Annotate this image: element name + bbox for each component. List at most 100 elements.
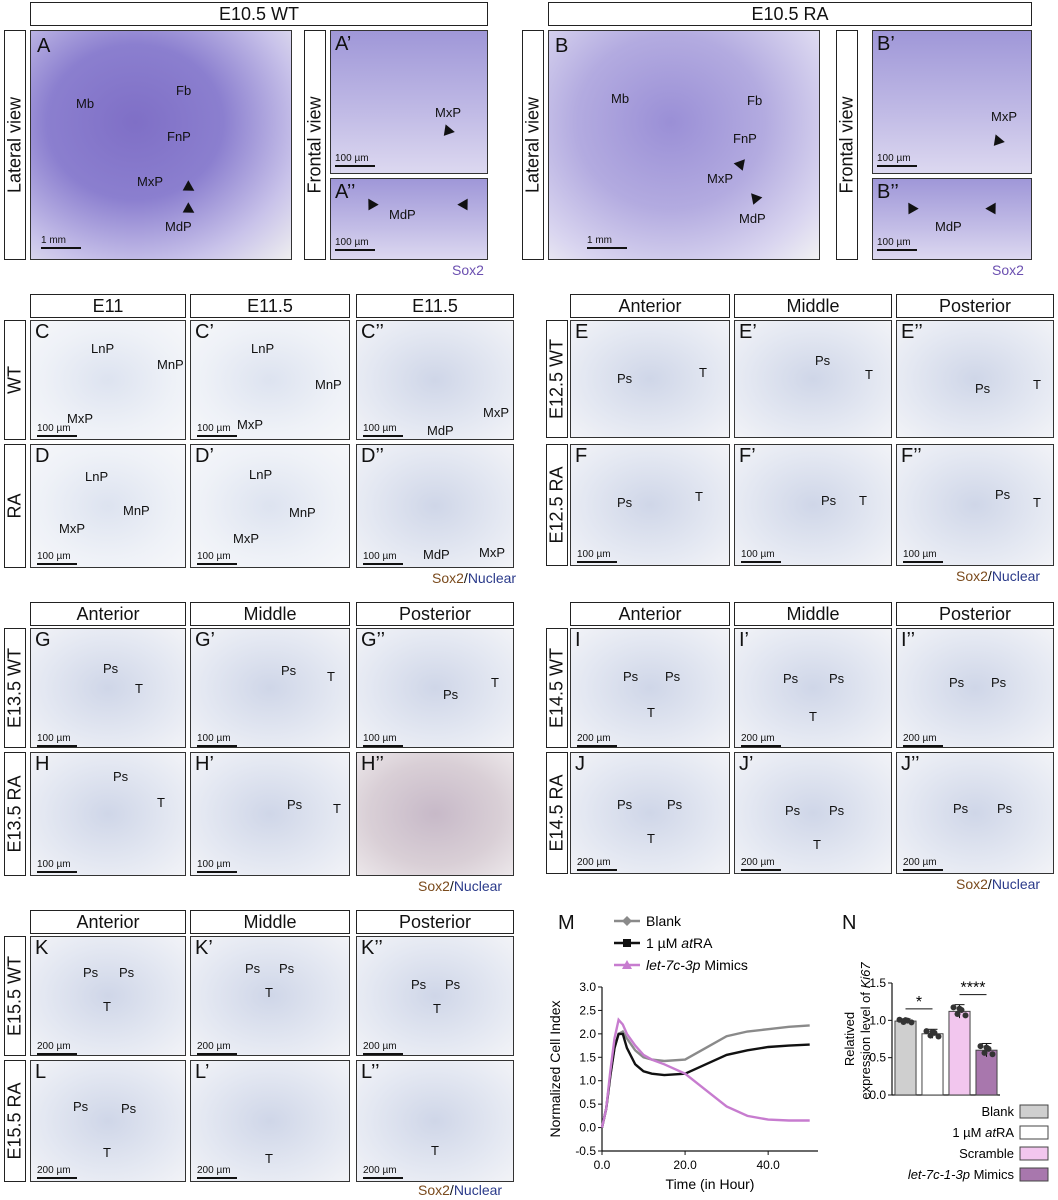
label-ps: Ps [73, 1099, 89, 1114]
data-point-2 [950, 1004, 957, 1011]
row-label-e135-ra: E13.5 RA [4, 752, 26, 876]
label-ps: Ps [821, 493, 837, 508]
panel-letter: C’ [195, 321, 214, 343]
panel-A1: A’ MxP 100 µm [330, 30, 488, 174]
scale-bar: 200 µm [903, 857, 943, 871]
panel-J2: J’’ Ps Ps 200 µm [896, 752, 1054, 874]
arrowhead [985, 202, 1001, 218]
scale-bar: 100 µm [363, 423, 403, 437]
label-ps: Ps [445, 977, 461, 992]
panel-letter: L [35, 1061, 47, 1083]
label-mxp: MxP [483, 405, 509, 420]
stain-label-g: Sox2/Nuclear [418, 878, 503, 894]
panel-K2: K’’ Ps Ps T 200 µm [356, 936, 514, 1056]
panel-letter: F [575, 445, 588, 467]
panel-letter: H’ [195, 753, 214, 775]
legend-swatch-0 [1019, 1104, 1049, 1119]
x-axis-label: Time (in Hour) [666, 1176, 755, 1192]
label-t: T [265, 1151, 273, 1166]
panel-L2: L’’ T 200 µm [356, 1060, 514, 1182]
y-tick-label: 2.0 [579, 1027, 596, 1041]
label-ps: Ps [949, 675, 965, 690]
stain-label-b: Sox2 [992, 262, 1024, 278]
data-point-1 [929, 1028, 936, 1035]
panel-C2: C’’ MxP MdP 100 µm [356, 320, 514, 440]
label-lnp: LnP [91, 341, 115, 356]
panel-letter: A [37, 35, 51, 57]
scale-bar: 100 µm [197, 551, 237, 565]
label-mb: Mb [76, 96, 95, 111]
label-ps: Ps [815, 353, 831, 368]
col-header-middle: Middle [734, 294, 892, 318]
sig-label-1: **** [961, 980, 986, 997]
label-mb: Mb [611, 91, 630, 106]
label-lnp: LnP [251, 341, 275, 356]
label-frontal-view-ra: Frontal view [836, 30, 858, 260]
stain-label-a: Sox2 [452, 262, 484, 278]
label-ps: Ps [119, 965, 135, 980]
chart-m-cell-index: -0.50.00.51.01.52.02.53.00.0 20.0 40.0Time… [547, 913, 818, 1192]
panel-letter: A’’ [335, 181, 356, 203]
sig-label-0: * [916, 994, 922, 1011]
col-header-posterior: Posterior [356, 910, 514, 934]
label-lnp: LnP [85, 469, 109, 484]
panel-I: I Ps Ps T 200 µm [570, 628, 730, 748]
y-axis-label-line1: Relatived [842, 1012, 857, 1066]
label-t: T [135, 681, 143, 696]
label-ps: Ps [617, 371, 633, 386]
legend-label-0: Blank [646, 913, 682, 929]
label-t: T [491, 675, 499, 690]
data-point-1 [935, 1033, 942, 1040]
label-fnp: FnP [167, 129, 191, 144]
panel-B: B Mb Fb FnP MxP MdP 1 mm [548, 30, 820, 260]
y-tick-label: 1.0 [869, 1013, 886, 1027]
arrowhead [733, 159, 749, 173]
scale-bar: 100 µm [363, 551, 403, 565]
data-point-3 [989, 1051, 996, 1058]
label-mxp: MxP [991, 109, 1017, 124]
scale-bar: 200 µm [577, 857, 617, 871]
label-ps: Ps [623, 669, 639, 684]
row-label-e125-ra: E12.5 RA [546, 444, 568, 566]
row-label-e135-wt: E13.5 WT [4, 628, 26, 748]
panel-letter: F’ [739, 445, 756, 467]
data-point-0 [908, 1019, 915, 1026]
panel-letter: D’ [195, 445, 214, 467]
col-header-middle: Middle [190, 910, 350, 934]
legend-marker-2 [622, 960, 632, 969]
label-ps: Ps [113, 769, 129, 784]
col-header-anterior: Anterior [30, 910, 186, 934]
label-t: T [647, 705, 655, 720]
scale-bar: 100 µm [197, 423, 237, 437]
panel-A: A Mb Fb FnP MxP MdP 1 mm [30, 30, 292, 260]
data-point-3 [983, 1044, 990, 1051]
panel-C: C LnP MnP MxP 100 µm [30, 320, 186, 440]
arrowhead [439, 124, 455, 140]
label-ps: Ps [617, 797, 633, 812]
col-header-middle: Middle [190, 602, 350, 626]
data-point-2 [954, 1011, 961, 1018]
x-tick-label: 0.0 [594, 1158, 611, 1172]
label-mxp: MxP [707, 171, 733, 186]
label-mdp: MdP [389, 207, 416, 222]
label-ps: Ps [783, 671, 799, 686]
col-header-posterior: Posterior [896, 602, 1054, 626]
scale-bar: 100 µm [197, 859, 237, 873]
panel-letter: F’’ [901, 445, 922, 467]
y-tick-label: 0.0 [869, 1088, 886, 1102]
panel-letter: B’ [877, 33, 895, 55]
label-ps: Ps [443, 687, 459, 702]
arrowhead [747, 193, 763, 207]
panel-letter: H’’ [361, 753, 384, 775]
scale-bar: 100 µm [335, 237, 375, 251]
label-mxp: MxP [479, 545, 505, 560]
arrowhead [457, 198, 473, 214]
label-mnp: MnP [123, 503, 150, 518]
label-ps: Ps [995, 487, 1011, 502]
panel-I1: I’ Ps Ps T 200 µm [734, 628, 892, 748]
panel-letter: E’’ [901, 321, 923, 343]
legend-label-2: let-7c-3p Mimics [646, 957, 748, 973]
arrowhead [989, 134, 1005, 150]
panel-letter: J’’ [901, 753, 920, 775]
panel-letter: B [555, 35, 569, 57]
